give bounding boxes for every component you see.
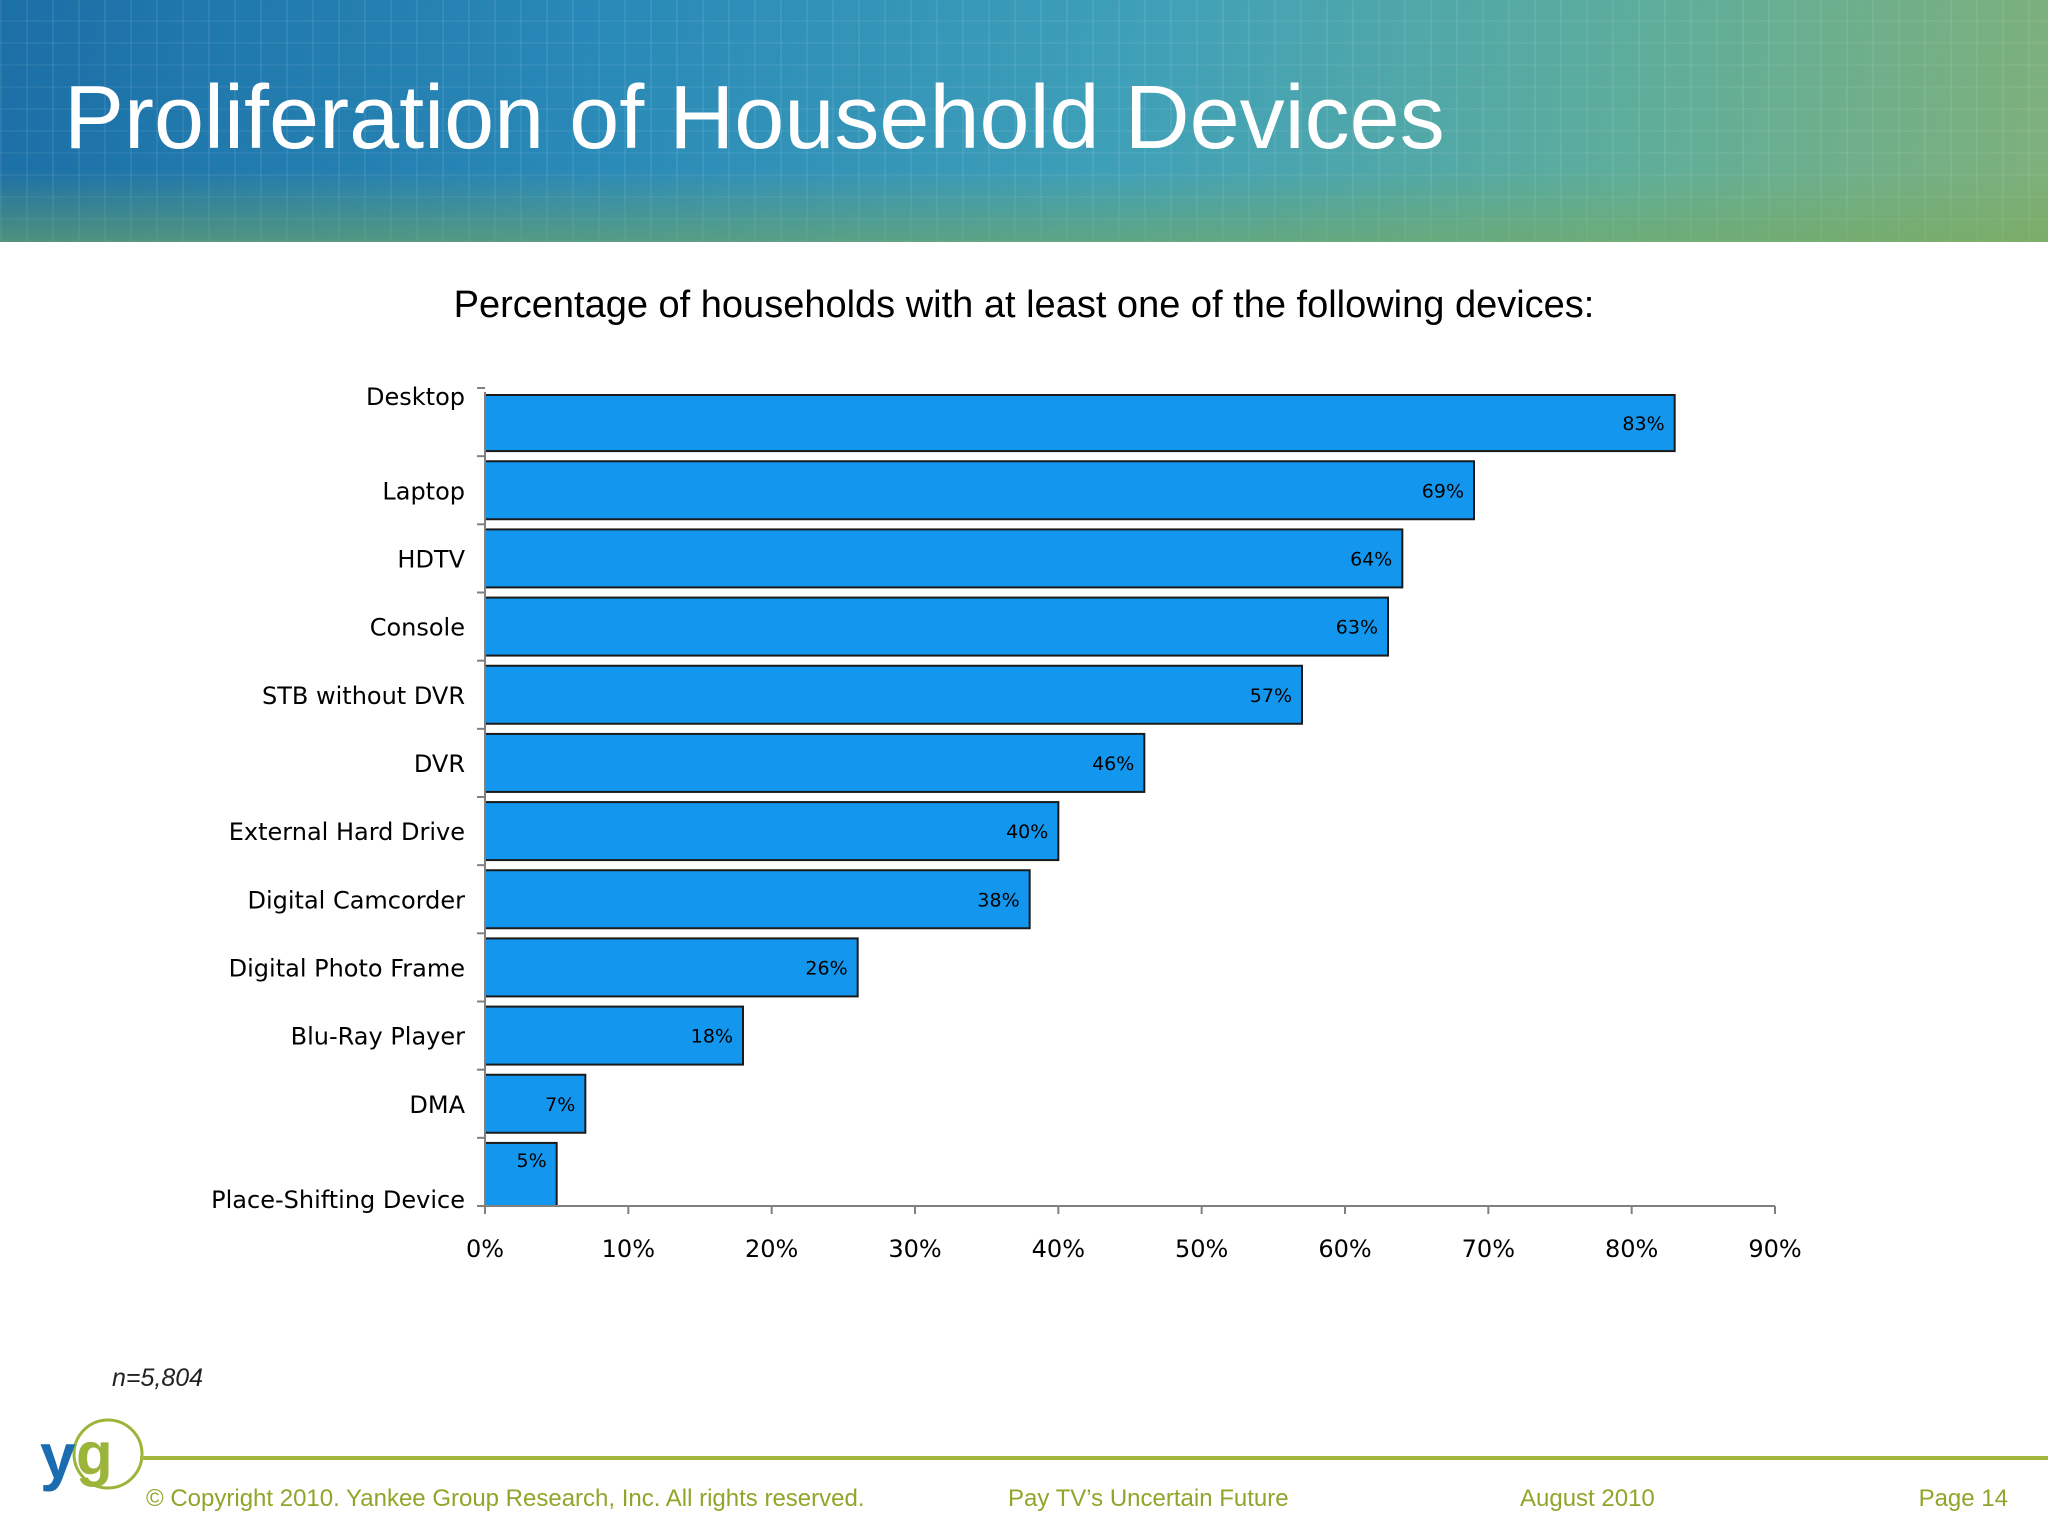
yankee-group-logo: y g	[40, 1418, 144, 1492]
x-tick-label: 20%	[745, 1235, 798, 1263]
bar	[484, 801, 1060, 862]
bar	[484, 528, 1404, 589]
banner-shade	[0, 170, 2048, 242]
logo-ring	[72, 1418, 144, 1490]
sample-size-note: n=5,804	[112, 1364, 204, 1392]
value-labels: 83% 69% 64% 63% 57% 46% 40% 38% 26% 18% 7% 5%	[517, 413, 1665, 1172]
footer-date: August 2010	[1520, 1485, 1655, 1512]
category-label: DVR	[414, 750, 465, 778]
data-label: 5%	[517, 1150, 547, 1172]
bar	[484, 596, 1389, 657]
footer-copyright: © Copyright 2010. Yankee Group Research,…	[146, 1485, 865, 1512]
data-label: 63%	[1336, 617, 1378, 639]
footer-divider	[140, 1456, 2048, 1460]
x-tick-label: 10%	[602, 1235, 655, 1263]
bar	[484, 869, 1031, 930]
data-label: 64%	[1350, 548, 1392, 570]
footer-report-title: Pay TV’s Uncertain Future	[1008, 1485, 1289, 1512]
bar	[484, 460, 1475, 521]
data-label: 69%	[1422, 480, 1464, 502]
bar	[484, 394, 1676, 453]
category-label: Place-Shifting Device	[211, 1186, 465, 1214]
category-label: External Hard Drive	[229, 818, 465, 846]
data-label: 7%	[545, 1094, 575, 1116]
logo-letter-y: y	[40, 1420, 76, 1492]
logo-letter-g: g	[76, 1420, 113, 1487]
category-label: Desktop	[366, 383, 465, 411]
data-label: 83%	[1622, 413, 1664, 435]
category-label: DMA	[409, 1091, 465, 1119]
x-tick-label: 60%	[1318, 1235, 1371, 1263]
bar	[484, 664, 1303, 725]
category-label: Digital Photo Frame	[229, 954, 465, 982]
category-label: Digital Camcorder	[248, 886, 466, 914]
title-banner: Proliferation of Household Devices	[0, 0, 2048, 242]
data-label: 38%	[977, 889, 1019, 911]
footer-page-number: Page 14	[1918, 1485, 2008, 1512]
data-label: 46%	[1092, 753, 1134, 775]
axes-group: 0% 10% 20% 30% 40% 50% 60% 70% 80% 90%	[466, 387, 1802, 1263]
data-label: 18%	[691, 1026, 733, 1048]
bar-chart: Desktop Laptop HDTV Console STB without DVR D…	[211, 383, 1802, 1263]
category-labels: Desktop Laptop HDTV Console STB without DVR D…	[211, 383, 465, 1214]
category-label: Console	[370, 614, 465, 642]
chart-heading: Percentage of households with at least o…	[453, 284, 1595, 326]
category-label: HDTV	[397, 545, 465, 573]
data-label: 57%	[1250, 685, 1292, 707]
data-label: 40%	[1006, 821, 1048, 843]
category-label: STB without DVR	[262, 682, 465, 710]
category-label: Blu-Ray Player	[291, 1023, 466, 1051]
slide-title: Proliferation of Household Devices	[64, 68, 1445, 168]
x-tick-label: 90%	[1748, 1235, 1801, 1263]
bar	[484, 937, 859, 998]
category-label: Laptop	[382, 477, 465, 505]
bars-group	[484, 394, 1676, 1207]
bar	[484, 1073, 587, 1134]
x-tick-label: 70%	[1462, 1235, 1515, 1263]
x-tick-label: 40%	[1032, 1235, 1085, 1263]
bar	[484, 1141, 558, 1207]
data-label: 26%	[805, 957, 847, 979]
x-tick-label: 50%	[1175, 1235, 1228, 1263]
x-tick-label: 80%	[1605, 1235, 1658, 1263]
x-tick-label: 30%	[888, 1235, 941, 1263]
bar	[484, 732, 1146, 793]
x-tick-label: 0%	[466, 1235, 504, 1263]
